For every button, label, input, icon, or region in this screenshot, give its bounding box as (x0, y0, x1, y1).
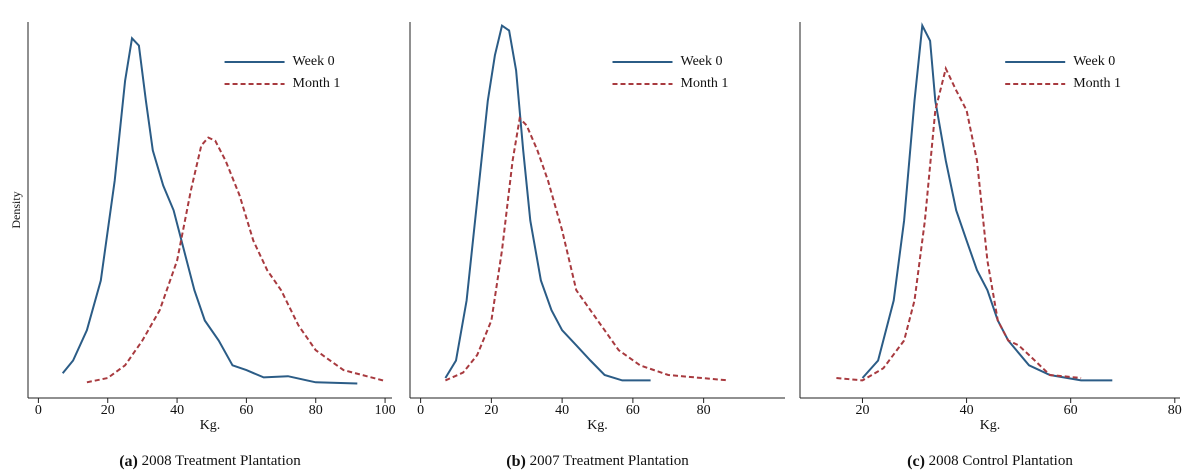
density-line (444, 23, 651, 382)
density-line (861, 22, 1113, 382)
x-axis-label: Kg. (200, 418, 221, 433)
x-tick-label: 60 (239, 403, 253, 418)
x-tick-label: 40 (170, 403, 184, 418)
caption-text: 2008 Treatment Plantation (142, 453, 302, 469)
caption: (c) 2008 Control Plantation (907, 453, 1073, 470)
x-tick-label: 40 (960, 403, 974, 418)
x-tick-label: 80 (1168, 403, 1182, 418)
caption-text: 2008 Control Plantation (929, 453, 1074, 469)
legend-label: Week 0 (293, 54, 335, 69)
x-tick-label: 20 (855, 403, 869, 418)
y-axis-label: Density (9, 191, 23, 228)
x-axis-label: Kg. (980, 418, 1001, 433)
caption: (b) 2007 Treatment Plantation (506, 453, 689, 470)
legend-label: Month 1 (681, 76, 729, 91)
density-line (86, 136, 386, 384)
x-tick-label: 80 (697, 403, 711, 418)
caption-label: (a) (119, 453, 138, 470)
x-tick-label: 20 (101, 403, 115, 418)
x-tick-label: 20 (484, 403, 498, 418)
legend-label: Week 0 (1073, 54, 1115, 69)
caption-label: (b) (506, 453, 526, 470)
x-tick-label: 40 (555, 403, 569, 418)
x-axis-label: Kg. (587, 418, 608, 433)
legend-label: Month 1 (1073, 76, 1121, 91)
density-line (61, 36, 358, 385)
caption-text: 2007 Treatment Plantation (530, 453, 690, 469)
x-tick-label: 80 (309, 403, 323, 418)
x-tick-label: 0 (417, 403, 424, 418)
caption: (a) 2008 Treatment Plantation (119, 453, 301, 470)
legend-label: Month 1 (293, 76, 341, 91)
x-tick-label: 0 (35, 403, 42, 418)
x-tick-label: 60 (626, 403, 640, 418)
x-tick-label: 60 (1064, 403, 1078, 418)
legend-label: Week 0 (681, 54, 723, 69)
density-line (836, 65, 1082, 382)
density-line (444, 116, 729, 382)
x-tick-label: 100 (375, 403, 396, 418)
caption-label: (c) (907, 453, 925, 470)
